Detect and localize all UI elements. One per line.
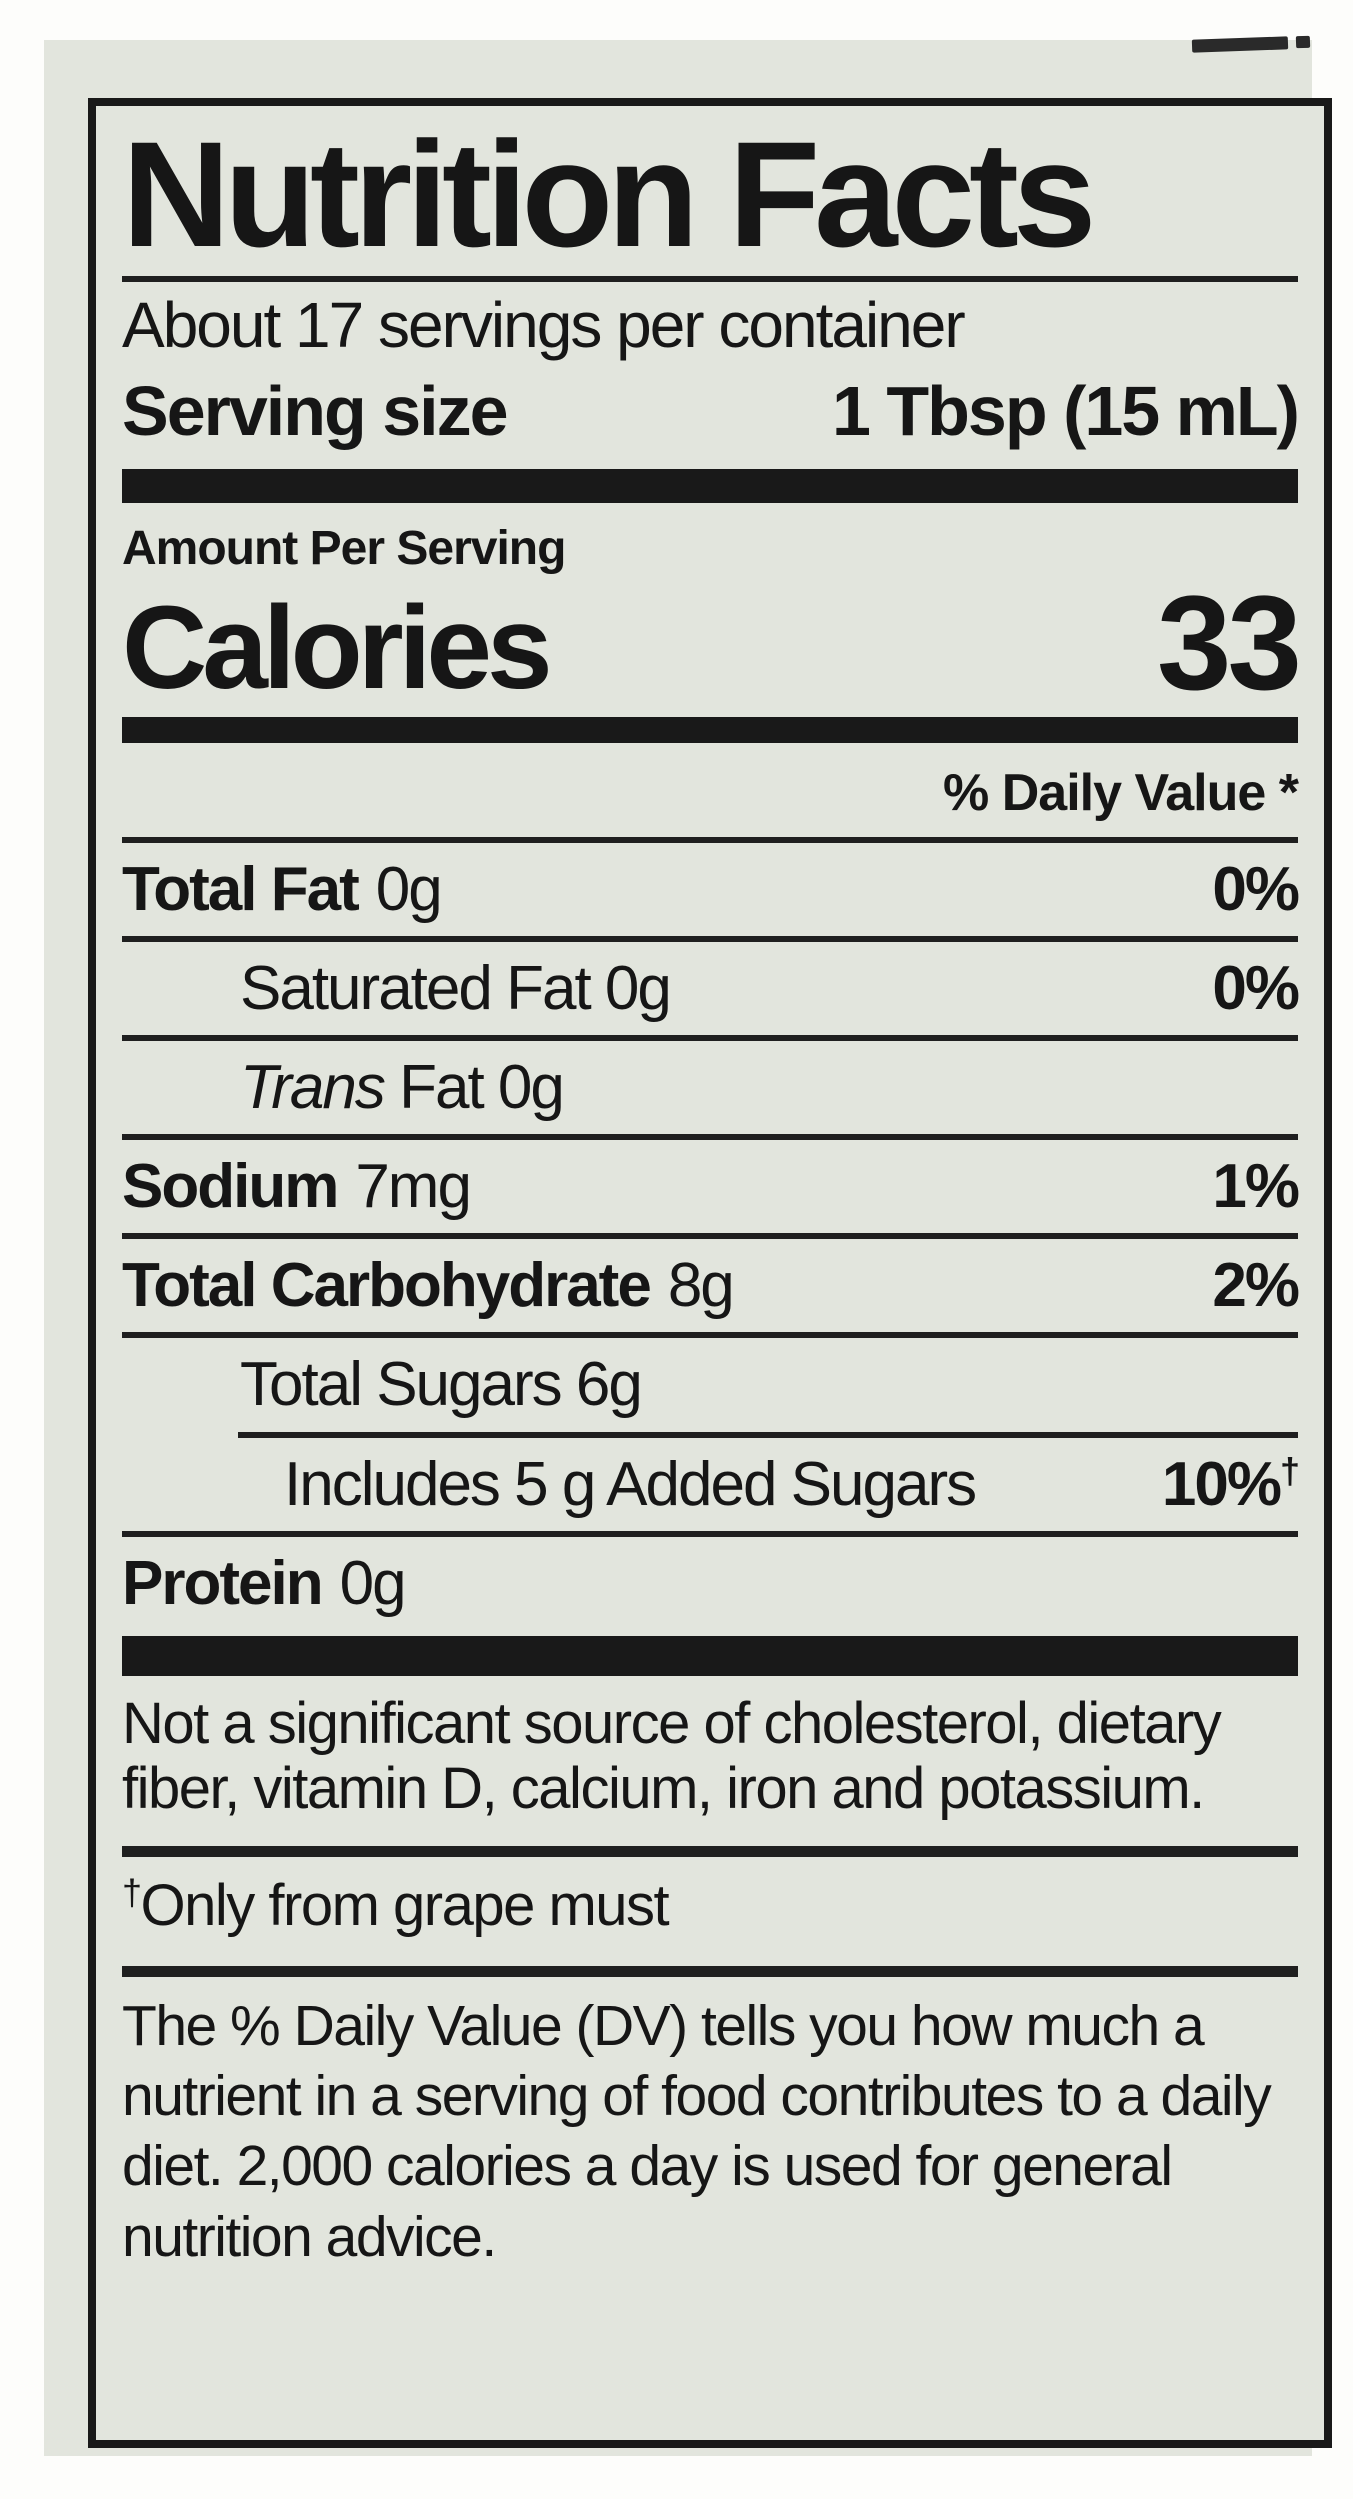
nutrient-row-trans-fat: Trans Fat 0g xyxy=(122,1041,1298,1134)
nutrient-row-total-sugars: Total Sugars 6g xyxy=(122,1338,1298,1431)
nutrient-row-total-carbohydrate: Total Carbohydrate 8g 2% xyxy=(122,1239,1300,1332)
nutrient-row-added-sugars: Includes 5 g Added Sugars 10%† xyxy=(122,1438,1300,1531)
nutrient-row-saturated-fat: Saturated Fat 0g 0% xyxy=(122,942,1300,1035)
dagger-symbol: † xyxy=(122,1871,142,1913)
divider xyxy=(122,1134,1298,1141)
divider xyxy=(122,1530,1298,1537)
daily-value-footnote: The % Daily Value (DV) tells you how muc… xyxy=(122,1994,1272,2269)
divider-under-title xyxy=(122,275,1298,282)
print-artifact-dot xyxy=(1295,35,1311,49)
footnote-divider xyxy=(122,1845,1298,1857)
footnote-divider xyxy=(122,1966,1298,1978)
dagger-footnote: †Only from grape must xyxy=(122,1871,1298,1941)
nutrient-name-amount: Protein 0g xyxy=(122,1548,407,1618)
dagger-text: Only from grape must xyxy=(140,1872,670,1938)
thick-separator-bar xyxy=(122,468,1298,503)
divider xyxy=(122,1332,1298,1339)
serving-size-row: Serving size 1 Tbsp (15 mL) xyxy=(122,371,1300,451)
nutrient-name-amount: Trans Fat 0g xyxy=(240,1053,565,1123)
nutrient-dv: 0% xyxy=(1212,954,1300,1024)
thick-separator-bar-bottom xyxy=(122,1635,1298,1676)
nutrient-dv: 10%† xyxy=(1161,1449,1300,1519)
print-artifact-mark xyxy=(1191,36,1289,53)
nutrition-facts-panel: Nutrition Facts About 17 servings per co… xyxy=(88,98,1332,2448)
divider xyxy=(122,1233,1298,1240)
serving-size-value: 1 Tbsp (15 mL) xyxy=(832,371,1300,450)
nutrient-dv: 0% xyxy=(1212,854,1300,924)
nutrient-row-total-fat: Total Fat 0g 0% xyxy=(122,843,1300,936)
not-significant-source-note: Not a significant source of cholesterol,… xyxy=(122,1690,1222,1821)
nutrient-dv: 2% xyxy=(1212,1251,1300,1321)
divider xyxy=(122,1035,1298,1042)
calories-label: Calories xyxy=(122,581,553,714)
dagger-superscript: † xyxy=(1279,1449,1300,1491)
panel-title: Nutrition Facts xyxy=(122,110,1096,278)
nutrient-row-sodium: Sodium 7mg 1% xyxy=(122,1140,1300,1233)
servings-per-container: About 17 servings per container xyxy=(122,288,966,361)
nutrient-name-amount: Total Fat 0g xyxy=(122,854,443,924)
nutrient-name-amount: Saturated Fat 0g xyxy=(240,954,672,1024)
label-photo-background: Nutrition Facts About 17 servings per co… xyxy=(44,35,1332,2456)
nutrient-row-protein: Protein 0g xyxy=(122,1537,1298,1630)
divider xyxy=(122,836,1298,843)
nutrient-name-amount: Includes 5 g Added Sugars xyxy=(284,1449,977,1519)
divider xyxy=(122,936,1298,943)
amount-per-serving-label: Amount Per Serving xyxy=(122,521,566,575)
divider-indented xyxy=(238,1431,1298,1438)
daily-value-header: % Daily Value * xyxy=(943,763,1299,822)
calories-row: Calories 33 xyxy=(122,568,1302,718)
medium-separator-bar xyxy=(122,716,1298,743)
nutrient-name-amount: Total Sugars 6g xyxy=(240,1350,643,1420)
serving-size-label: Serving size xyxy=(122,371,509,450)
nutrient-name-amount: Sodium 7mg xyxy=(122,1152,472,1222)
nutrient-dv: 1% xyxy=(1212,1152,1300,1222)
calories-value: 33 xyxy=(1156,568,1302,718)
nutrient-name-amount: Total Carbohydrate 8g xyxy=(122,1251,735,1321)
